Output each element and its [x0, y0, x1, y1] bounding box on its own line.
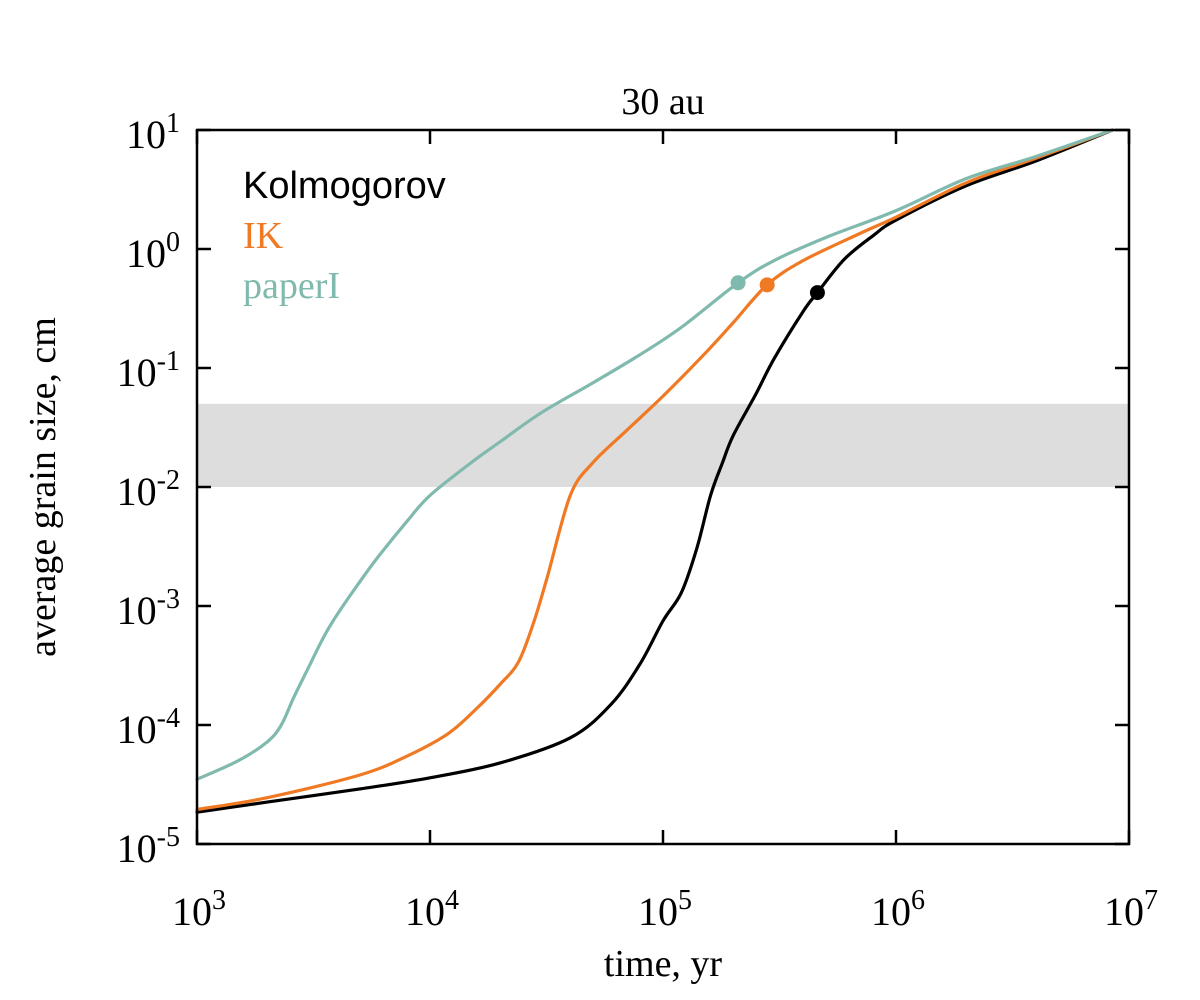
legend-entry-kolmogorov: Kolmogorov — [243, 165, 446, 207]
legend: Kolmogorov IK paperI — [243, 165, 446, 307]
x-tick-label: 106 — [871, 885, 925, 934]
x-tick-label: 104 — [405, 885, 459, 934]
y-tick-label: 10-2 — [117, 465, 180, 514]
x-tick-label: 103 — [172, 885, 226, 934]
series-line-ik — [195, 128, 1115, 812]
tick-layer — [195, 128, 1131, 846]
marker-layer — [730, 275, 825, 301]
y-axis-label: average grain size, cm — [22, 317, 64, 657]
legend-entry-paperi: paperI — [243, 265, 340, 307]
shaded-band — [197, 403, 1129, 487]
marker-kolmogorov — [809, 285, 825, 301]
y-tick-label: 10-4 — [117, 703, 180, 752]
y-tick-label: 10-5 — [117, 822, 180, 871]
series-line-paperi — [195, 128, 1115, 781]
tick-label-layer: 103 104 105 106 107 10-5 10-4 10-3 10-2 10-1 100 10… — [117, 108, 1158, 934]
y-tick-label: 101 — [126, 108, 180, 157]
marker-paperi — [730, 275, 746, 291]
x-tick-label: 105 — [638, 885, 692, 934]
series-layer — [195, 128, 1115, 814]
legend-entry-ik: IK — [243, 215, 284, 257]
shaded-band-layer — [197, 403, 1129, 487]
marker-ik — [759, 277, 775, 293]
chart-title: 30 au — [621, 81, 704, 123]
x-axis-label: time, yr — [604, 943, 723, 985]
y-tick-label: 10-1 — [117, 346, 180, 395]
series-line-kolmogorov — [195, 128, 1115, 814]
y-tick-label: 100 — [126, 227, 180, 276]
x-tick-label: 107 — [1104, 885, 1158, 934]
y-tick-label: 10-3 — [117, 584, 180, 633]
